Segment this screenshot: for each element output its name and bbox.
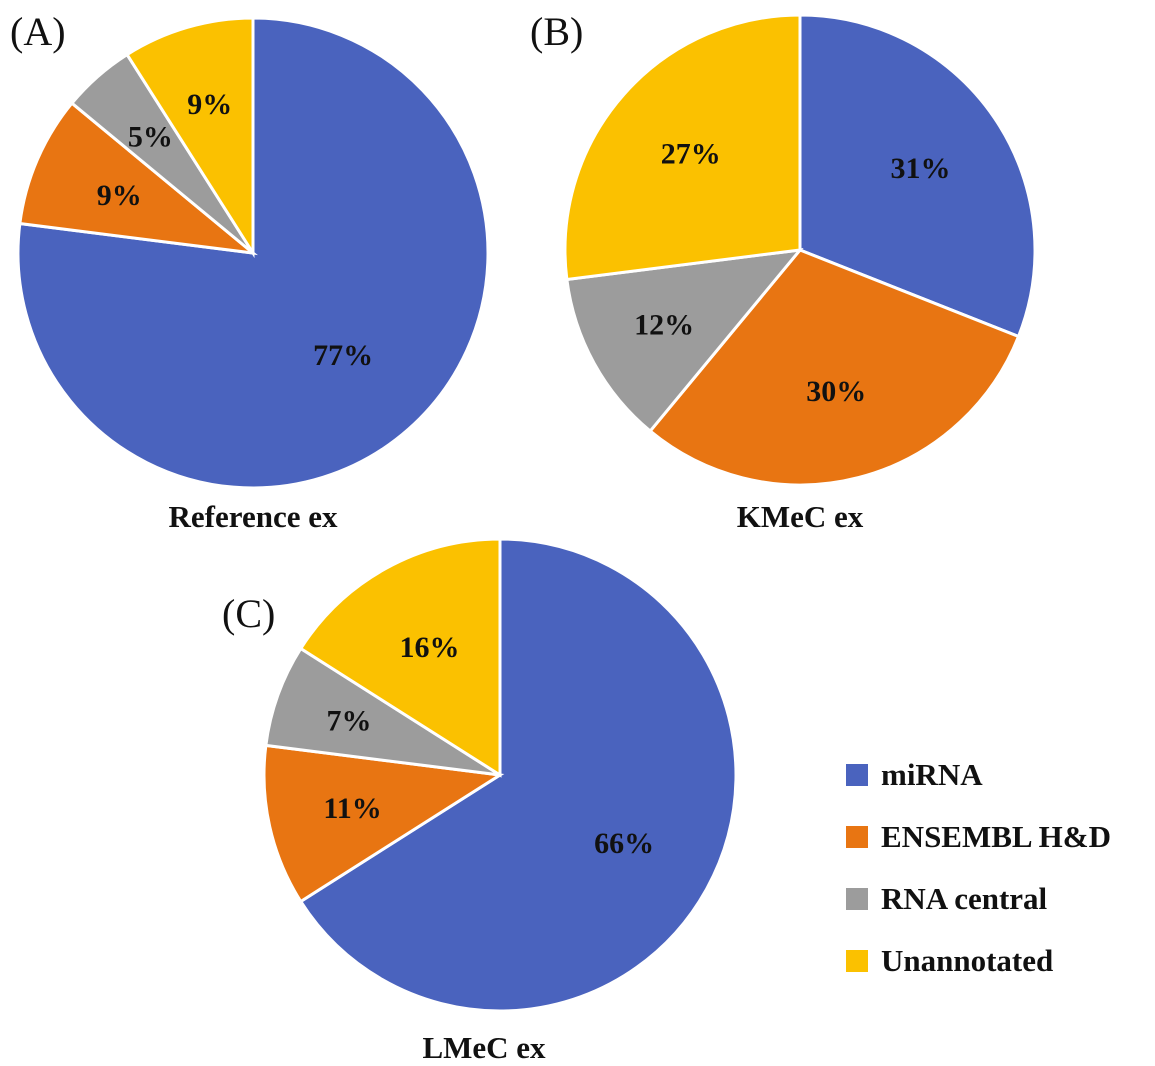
slice-label-unannotated: 16% bbox=[400, 631, 460, 664]
slice-label-mirna: 66% bbox=[594, 827, 654, 860]
slice-label-ensembl: 30% bbox=[806, 375, 866, 408]
pie-slice-unannotated bbox=[563, 13, 802, 282]
legend: miRNA ENSEMBL H&D RNA central Unannotate… bbox=[846, 757, 1111, 978]
pie-slice-unannotated bbox=[125, 16, 255, 259]
legend-swatch-unannotated bbox=[846, 950, 868, 972]
slice-label-ensembl: 9% bbox=[97, 179, 142, 212]
slice-label-rna-central: 5% bbox=[128, 121, 173, 154]
pie-slice-rna-central bbox=[264, 646, 501, 777]
legend-swatch-rna-central bbox=[846, 888, 868, 910]
slice-label-ensembl: 11% bbox=[323, 792, 381, 825]
pie-title-b: KMeC ex bbox=[737, 499, 864, 534]
slice-label-unannotated: 9% bbox=[187, 88, 232, 121]
pie-title-a: Reference ex bbox=[169, 499, 338, 534]
slice-label-rna-central: 7% bbox=[327, 705, 372, 738]
legend-swatch-ensembl bbox=[846, 826, 868, 848]
slice-label-unannotated: 27% bbox=[661, 138, 721, 171]
slice-label-rna-central: 12% bbox=[634, 309, 694, 342]
legend-swatch-mirna bbox=[846, 764, 868, 786]
pie-slice-mirna bbox=[298, 537, 738, 1013]
slice-label-mirna: 31% bbox=[891, 152, 951, 185]
pie-title-c: LMeC ex bbox=[422, 1030, 546, 1065]
pie-chart-a: 77% 9% 5% 9% bbox=[16, 16, 490, 490]
pie-slice-ensembl bbox=[262, 743, 505, 904]
legend-label-unannotated: Unannotated bbox=[881, 943, 1053, 978]
panel-letter-a: (A) bbox=[10, 9, 66, 54]
legend-label-ensembl: ENSEMBL H&D bbox=[881, 819, 1111, 854]
legend-label-rna-central: RNA central bbox=[881, 881, 1048, 916]
panel-letter-c: (C) bbox=[222, 591, 275, 636]
pie-chart-c: 66% 11% 7% 16% bbox=[262, 537, 738, 1013]
pie-slice-rna-central bbox=[565, 248, 804, 434]
pie-slice-unannotated bbox=[298, 537, 502, 778]
pie-chart-b: 31% 30% 12% 27% bbox=[563, 13, 1037, 487]
pie-slice-mirna bbox=[798, 13, 1037, 339]
legend-label-mirna: miRNA bbox=[881, 757, 983, 792]
pie-slice-ensembl bbox=[648, 248, 1021, 487]
panel-letter-b: (B) bbox=[530, 9, 583, 54]
slice-label-mirna: 77% bbox=[313, 339, 373, 372]
pie-slice-ensembl bbox=[18, 101, 258, 256]
